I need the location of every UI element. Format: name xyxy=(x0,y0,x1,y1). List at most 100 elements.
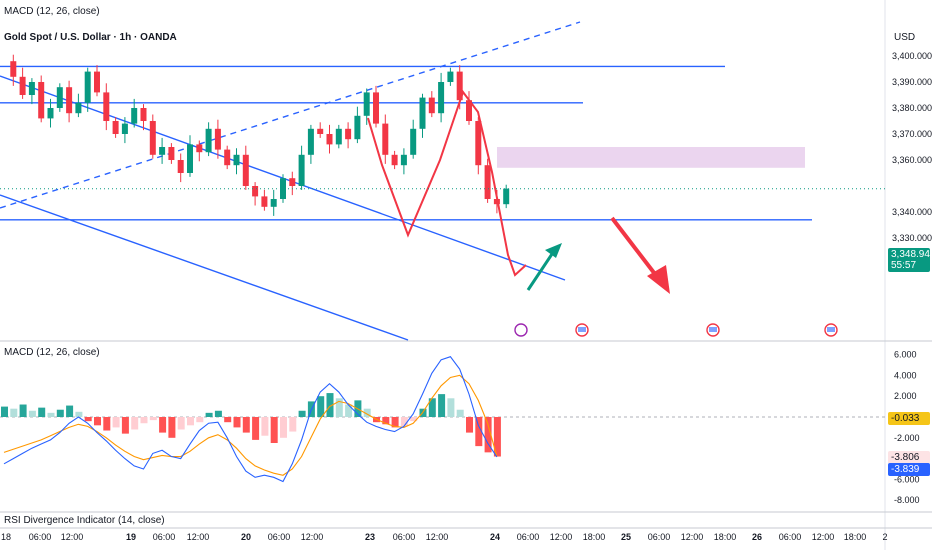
price-axis-label: 3,380.000 xyxy=(892,103,932,113)
macd-histogram-bar xyxy=(233,417,241,428)
time-axis-label: 18 xyxy=(1,532,11,542)
candle-body xyxy=(196,144,203,153)
time-axis-label: 23 xyxy=(365,532,375,542)
price-axis-label: 3,400.000 xyxy=(892,51,932,61)
time-axis-label: 06:00 xyxy=(393,532,416,542)
macd-histogram-bar xyxy=(410,417,418,422)
macd-histogram-bar xyxy=(121,417,129,434)
candles xyxy=(10,54,510,216)
time-axis-label: 12:00 xyxy=(812,532,835,542)
candle-body xyxy=(205,128,212,153)
candle-body xyxy=(10,61,17,77)
macd-histogram-bar xyxy=(270,417,278,443)
candle-body xyxy=(187,144,193,173)
candle-body xyxy=(131,108,138,124)
time-axis-label: 12:00 xyxy=(301,532,324,542)
candle-body xyxy=(28,82,35,95)
candle-body xyxy=(38,82,45,119)
candle-body xyxy=(66,87,73,114)
candle-body xyxy=(419,97,426,129)
supply-zone xyxy=(497,147,805,168)
bearish-arrow-head xyxy=(647,265,670,294)
macd-histogram-bar xyxy=(456,409,464,417)
price-axis-label: 3,360.000 xyxy=(892,155,932,165)
macd-histogram-bar xyxy=(261,417,269,436)
bar-countdown: 55:57 xyxy=(891,260,917,271)
macd-histogram-bar xyxy=(94,417,101,426)
last-price-tag: 3,348.945 55:57 xyxy=(888,248,932,272)
symbol-title: Gold Spot / U.S. Dollar · 1h · OANDA xyxy=(4,32,177,43)
candle-body xyxy=(298,154,305,186)
bullish-arrow-shaft xyxy=(526,253,554,291)
candle-body xyxy=(438,82,445,114)
top-indicator-title: MACD (12, 26, close) xyxy=(4,6,100,17)
candle-body xyxy=(475,121,482,166)
time-axis-label: 06:00 xyxy=(648,532,671,542)
macd-histogram-bar xyxy=(196,417,204,423)
candle-body xyxy=(410,128,417,155)
macd-axis-label: -8.000 xyxy=(894,495,920,505)
time-axis-label: 12:00 xyxy=(550,532,573,542)
price-axis-label: 3,370.000 xyxy=(892,129,932,139)
macd-histogram-bar xyxy=(84,417,92,422)
macd-axis-label: 6.000 xyxy=(894,350,917,360)
candle-body xyxy=(354,115,361,140)
macd-histogram-bar xyxy=(466,417,473,433)
time-axis-label: 06:00 xyxy=(29,532,52,542)
time-axis-label: 26 xyxy=(752,532,762,542)
macd-histogram-bar xyxy=(103,417,111,431)
candle-body xyxy=(252,186,259,197)
macd-histogram-bar xyxy=(47,412,55,417)
time-axis-label: 12:00 xyxy=(61,532,84,542)
macd-line xyxy=(3,356,498,483)
macd-zero-tag: -0.033 xyxy=(888,412,930,425)
pattern-zigzag xyxy=(367,89,527,277)
time-axis-label: 06:00 xyxy=(779,532,802,542)
macd-histogram-bar xyxy=(493,417,501,457)
candle-body xyxy=(140,108,147,121)
bearish-arrow-shaft xyxy=(610,216,660,280)
macd-signal-line xyxy=(3,374,498,476)
macd-histogram-bar xyxy=(140,417,148,424)
macd-histogram-bar xyxy=(112,417,120,428)
candle-body xyxy=(345,128,352,140)
candle-body xyxy=(447,71,454,82)
macd-histogram-bar xyxy=(28,410,36,417)
macd-histogram-bar xyxy=(484,417,492,453)
time-axis-label: 2 xyxy=(882,532,887,542)
candle-body xyxy=(224,149,231,166)
candle-body xyxy=(307,128,314,155)
candle-body xyxy=(177,160,184,173)
trend-lines xyxy=(0,21,812,341)
candle-body xyxy=(94,71,100,93)
flag-icon-detail xyxy=(709,327,717,332)
macd-histogram-bar xyxy=(345,404,353,417)
candle-body xyxy=(19,76,26,95)
candle-body xyxy=(428,97,435,114)
time-axis-label: 06:00 xyxy=(153,532,176,542)
time-axis-label: 24 xyxy=(490,532,500,542)
macd-histogram-bar xyxy=(149,417,157,421)
currency-label: USD xyxy=(894,32,916,43)
macd-axis-label: -6.000 xyxy=(894,474,920,484)
time-axis-label: 19 xyxy=(126,532,136,542)
candle-body xyxy=(233,154,240,166)
candle-body xyxy=(363,92,370,116)
macd-histogram-bar xyxy=(242,417,250,433)
flag-icon-detail xyxy=(827,327,835,332)
macd-histogram-bar xyxy=(1,406,8,417)
candle-body xyxy=(466,100,472,121)
macd-histogram-bar xyxy=(159,417,167,433)
macd-histogram-bar xyxy=(298,410,306,417)
time-axis-label: 06:00 xyxy=(517,532,540,542)
time-axis-label: 12:00 xyxy=(187,532,210,542)
candle-body xyxy=(261,196,268,207)
macd-histogram-bar xyxy=(56,409,64,417)
candle-body xyxy=(335,128,342,145)
macd-histogram-bar xyxy=(438,394,446,417)
macd-histogram-bar xyxy=(428,398,436,417)
candle-body xyxy=(400,154,407,166)
candle-body xyxy=(121,123,128,134)
